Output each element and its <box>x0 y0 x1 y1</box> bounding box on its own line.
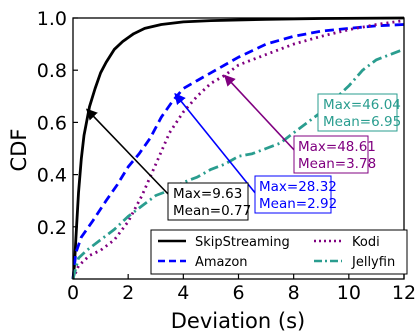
annotation-amazon-max: Max=28.32 <box>259 179 337 195</box>
x-tick-label: 4 <box>177 282 189 304</box>
legend-label-skipstreaming: SkipStreaming <box>195 235 290 250</box>
x-tick-label: 8 <box>288 282 300 304</box>
annotation-kodi-mean: Mean=3.78 <box>298 156 376 172</box>
legend: SkipStreaming Amazon Kodi Jellyfin <box>150 229 408 275</box>
annotation-skipstreaming: Max=9.63 Mean=0.77 <box>167 182 251 221</box>
legend-label-jellyfin: Jellyfin <box>351 255 395 270</box>
annotation-amazon: Max=28.32 Mean=2.92 <box>254 175 337 214</box>
x-axis-label: Deviation (s) <box>171 309 305 333</box>
y-tick-label: 0.8 <box>37 60 67 82</box>
series-line-jellyfin <box>71 47 405 280</box>
annotation-amazon-mean: Mean=2.92 <box>259 196 337 212</box>
annotation-arrow-0 <box>86 108 171 197</box>
legend-label-kodi: Kodi <box>352 235 380 250</box>
annotation-skipstreaming-mean: Mean=0.77 <box>173 203 251 219</box>
annotation-jellyfin: Max=46.04 Mean=6.95 <box>317 93 401 132</box>
annotation-jellyfin-max: Max=46.04 <box>323 97 401 113</box>
legend-label-amazon: Amazon <box>195 255 248 270</box>
y-tick-label: 0.4 <box>37 165 67 187</box>
annotation-arrow-1 <box>174 92 257 195</box>
y-tick-label: 1.0 <box>37 8 67 30</box>
x-tick-label: 6 <box>232 282 244 304</box>
annotation-layer <box>86 74 297 197</box>
annotation-skipstreaming-max: Max=9.63 <box>173 186 242 202</box>
series-line-kodi <box>71 19 405 280</box>
annotation-arrow-2 <box>223 74 297 153</box>
y-tick-label: 0.6 <box>37 112 67 134</box>
legend-box <box>150 229 408 275</box>
annotation-jellyfin-mean: Mean=6.95 <box>323 114 401 130</box>
x-tick-label: 0 <box>67 282 79 304</box>
y-tick-label: 0.2 <box>37 217 67 239</box>
x-tick-label: 10 <box>337 282 361 304</box>
series-line-skipstreaming <box>71 16 405 280</box>
y-axis-label: CDF <box>7 129 31 172</box>
x-tick-label: 12 <box>392 282 416 304</box>
annotation-kodi-max: Max=48.61 <box>298 139 376 155</box>
annotation-kodi: Max=48.61 Mean=3.78 <box>293 135 376 174</box>
x-tick-label: 2 <box>122 282 134 304</box>
axes: 0 2 4 6 8 10 12 0.2 0.4 0.6 0.8 1.0 <box>37 8 416 304</box>
